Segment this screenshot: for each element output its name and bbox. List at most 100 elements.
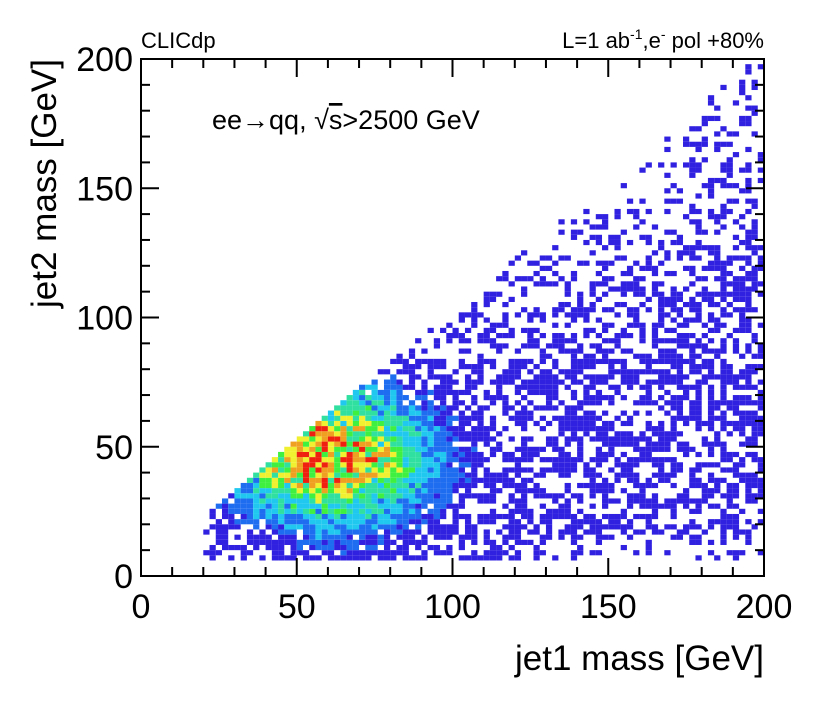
heatmap-bin bbox=[514, 498, 522, 504]
heatmap-bin bbox=[514, 389, 522, 396]
heatmap-bin bbox=[228, 503, 235, 509]
heatmap-bin bbox=[396, 529, 403, 535]
heatmap-bin bbox=[676, 529, 684, 535]
heatmap-bin bbox=[433, 498, 441, 504]
heatmap-bin bbox=[446, 457, 453, 463]
heatmap-bin bbox=[689, 498, 696, 504]
heatmap-bin bbox=[676, 498, 684, 504]
heatmap-bin bbox=[564, 420, 571, 427]
heatmap-bin bbox=[334, 436, 341, 442]
heatmap-bin bbox=[290, 493, 297, 499]
heatmap-bin bbox=[608, 364, 615, 370]
heatmap-bin bbox=[564, 498, 571, 504]
heatmap-bin bbox=[452, 508, 459, 514]
heatmap-bin bbox=[751, 84, 758, 91]
heatmap-bin bbox=[271, 513, 279, 520]
heatmap-bin bbox=[259, 555, 266, 561]
heatmap-bin bbox=[602, 488, 609, 494]
heatmap-bin bbox=[639, 358, 646, 365]
heatmap-bin bbox=[614, 477, 621, 483]
heatmap-bin bbox=[352, 426, 360, 432]
heatmap-bin bbox=[739, 214, 746, 220]
heatmap-bin bbox=[315, 513, 322, 520]
heatmap-bin bbox=[396, 384, 403, 390]
heatmap-bin bbox=[446, 493, 453, 499]
heatmap-bin bbox=[639, 333, 646, 339]
heatmap-bin bbox=[415, 529, 422, 535]
heatmap-bin bbox=[265, 503, 272, 509]
heatmap-bin bbox=[701, 265, 708, 271]
heatmap-bin bbox=[383, 431, 391, 437]
heatmap-bin bbox=[577, 312, 584, 318]
heatmap-bin bbox=[726, 291, 733, 297]
heatmap-bin bbox=[421, 441, 428, 447]
heatmap-bin bbox=[309, 534, 316, 540]
heatmap-bin bbox=[371, 384, 378, 390]
heatmap-bin bbox=[402, 539, 409, 545]
heatmap-bin bbox=[689, 467, 696, 473]
heatmap-bin bbox=[577, 508, 584, 514]
heatmap-bin bbox=[489, 296, 497, 302]
heatmap-bin bbox=[402, 544, 409, 551]
heatmap-bin bbox=[714, 353, 721, 359]
heatmap-bin bbox=[714, 291, 721, 297]
heatmap-bin bbox=[408, 410, 416, 416]
heatmap-bin bbox=[327, 472, 335, 478]
heatmap-bin bbox=[602, 524, 609, 530]
heatmap-bin bbox=[527, 488, 534, 494]
heatmap-bin bbox=[290, 446, 297, 452]
heatmap-bin bbox=[296, 544, 303, 551]
heatmap-bin bbox=[539, 384, 546, 390]
heatmap-bin bbox=[352, 488, 360, 494]
heatmap-bin bbox=[521, 405, 528, 411]
heatmap-bin bbox=[352, 544, 360, 551]
heatmap-bin bbox=[695, 307, 702, 313]
heatmap-bin bbox=[726, 374, 733, 380]
heatmap-bin bbox=[720, 539, 727, 545]
heatmap-bin bbox=[564, 291, 571, 297]
heatmap-bin bbox=[265, 462, 272, 468]
heatmap-bin bbox=[502, 457, 509, 463]
heatmap-bin bbox=[446, 410, 453, 416]
heatmap-bin bbox=[359, 395, 366, 401]
heatmap-bin bbox=[570, 379, 578, 385]
heatmap-bin bbox=[359, 529, 366, 535]
heatmap-bin bbox=[496, 488, 503, 494]
heatmap-bin bbox=[570, 410, 578, 416]
heatmap-bin bbox=[321, 544, 328, 551]
heatmap-bin bbox=[645, 353, 652, 359]
heatmap-bin bbox=[383, 503, 391, 509]
heatmap-bin bbox=[483, 431, 490, 437]
heatmap-bin bbox=[689, 141, 696, 147]
heatmap-bin bbox=[757, 457, 764, 463]
heatmap-bin bbox=[670, 503, 677, 509]
heatmap-bin bbox=[614, 472, 621, 478]
heatmap-bin bbox=[340, 431, 347, 437]
heatmap-bin bbox=[359, 555, 366, 561]
heatmap-bin bbox=[508, 467, 515, 473]
heatmap-bin bbox=[396, 410, 403, 416]
heatmap-bin bbox=[639, 234, 646, 240]
heatmap-bin bbox=[502, 333, 509, 339]
heatmap-bin bbox=[651, 224, 659, 230]
heatmap-bin bbox=[396, 493, 403, 499]
heatmap-bin bbox=[421, 415, 428, 421]
heatmap-bin bbox=[514, 400, 522, 406]
heatmap-bin bbox=[415, 395, 422, 401]
heatmap-bin bbox=[514, 555, 522, 561]
heatmap-bin bbox=[589, 353, 596, 359]
heatmap-bin bbox=[415, 457, 422, 463]
heatmap-bin bbox=[521, 482, 528, 489]
heatmap-bin bbox=[583, 239, 590, 246]
heatmap-bin bbox=[365, 384, 372, 390]
heatmap-bin bbox=[714, 276, 721, 282]
heatmap-bin bbox=[446, 338, 453, 344]
heatmap-bin bbox=[745, 441, 752, 447]
heatmap-bin bbox=[352, 493, 360, 499]
heatmap-bin bbox=[726, 369, 733, 375]
heatmap-bin bbox=[427, 457, 434, 463]
heatmap-bin bbox=[670, 482, 677, 489]
heatmap-bin bbox=[290, 508, 297, 514]
heatmap-bin bbox=[608, 260, 615, 266]
heatmap-bin bbox=[732, 281, 740, 287]
